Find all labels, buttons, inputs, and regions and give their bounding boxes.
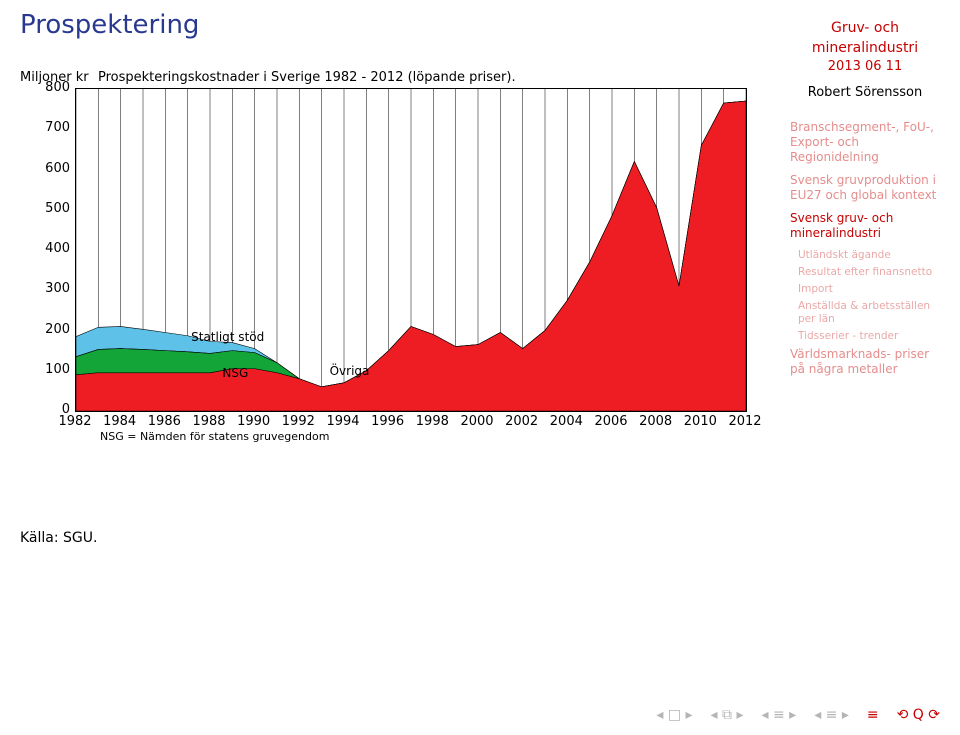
nav-icon[interactable]: ◂ ≡ ▸ [814, 707, 849, 723]
sidebar-subitem[interactable]: Resultat efter finansnetto [798, 266, 940, 279]
source-label: Källa: SGU. [20, 530, 97, 546]
area-chart [75, 88, 747, 412]
chart-annotation: Övriga [330, 364, 370, 378]
x-tick: 2008 [639, 414, 672, 429]
y-tick: 500 [40, 201, 70, 216]
x-tick: 1998 [416, 414, 449, 429]
nav-icon[interactable]: ≡ [867, 707, 879, 723]
x-tick: 1982 [58, 414, 91, 429]
y-tick: 400 [40, 241, 70, 256]
x-tick: 2002 [505, 414, 538, 429]
y-tick: 700 [40, 120, 70, 135]
x-tick: 1996 [371, 414, 404, 429]
sidebar-header-2: mineralindustri [790, 40, 940, 58]
x-tick: 1990 [237, 414, 270, 429]
sidebar-subitem[interactable]: Anställda & arbetsställen per län [798, 300, 940, 326]
sidebar-subitem[interactable]: Utländskt ägande [798, 249, 940, 262]
x-tick: 2006 [594, 414, 627, 429]
x-tick: 1984 [103, 414, 136, 429]
x-tick: 2004 [550, 414, 583, 429]
sidebar-author: Robert Sörensson [790, 85, 940, 101]
y-tick: 100 [40, 362, 70, 377]
x-tick: 2012 [728, 414, 761, 429]
sidebar-item[interactable]: Världsmarknads- priser på några metaller [790, 347, 940, 377]
chart-footnote: NSG = Nämden för statens gruvegendom [100, 430, 329, 443]
nav-icon[interactable]: ◂ ≡ ▸ [762, 707, 797, 723]
chart-annotation: NSG [222, 366, 248, 380]
sidebar-subitem[interactable]: Import [798, 283, 940, 296]
y-tick: 600 [40, 161, 70, 176]
sidebar-item[interactable]: Svensk gruvproduktion i EU27 och global … [790, 173, 940, 203]
nav-icon[interactable]: ◂ □ ▸ [656, 707, 692, 723]
sidebar-item[interactable]: Svensk gruv- och mineralindustri [790, 211, 940, 241]
x-tick: 1992 [282, 414, 315, 429]
page-title: Prospektering [20, 10, 199, 40]
x-tick: 1988 [192, 414, 225, 429]
beamer-nav-bar: ◂ □ ▸ ◂ ⧉ ▸ ◂ ≡ ▸ ◂ ≡ ▸ ≡ ⟲ Q ⟳ [656, 707, 940, 723]
sidebar-subitem[interactable]: Tidsserier - trender [798, 330, 940, 343]
sidebar-item[interactable]: Branschsegment-, FoU-, Export- och Regio… [790, 120, 940, 165]
y-tick: 300 [40, 281, 70, 296]
x-tick: 1994 [326, 414, 359, 429]
nav-icon[interactable]: ⟲ Q ⟳ [897, 707, 940, 723]
y-tick: 800 [40, 80, 70, 95]
y-tick: 200 [40, 322, 70, 337]
chart-title: Prospekteringskostnader i Sverige 1982 -… [98, 70, 516, 85]
x-tick: 1986 [148, 414, 181, 429]
nav-icon[interactable]: ◂ ⧉ ▸ [711, 707, 744, 723]
chart-annotation: Statligt stöd [191, 330, 264, 344]
sidebar-header-1: Gruv- och [790, 20, 940, 38]
sidebar: Gruv- och mineralindustri 2013 06 11 Rob… [790, 20, 940, 385]
x-tick: 2000 [460, 414, 493, 429]
sidebar-date: 2013 06 11 [790, 59, 940, 75]
x-tick: 2010 [684, 414, 717, 429]
